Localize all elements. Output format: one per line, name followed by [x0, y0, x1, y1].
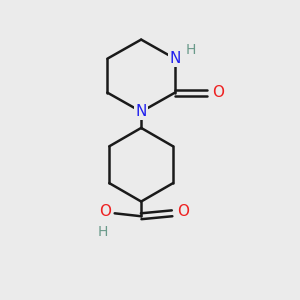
Text: O: O [99, 204, 111, 219]
Text: N: N [136, 104, 147, 119]
Text: O: O [212, 85, 224, 100]
Text: H: H [186, 44, 196, 58]
Text: O: O [177, 204, 189, 219]
Text: H: H [98, 225, 108, 239]
Text: N: N [169, 51, 181, 66]
